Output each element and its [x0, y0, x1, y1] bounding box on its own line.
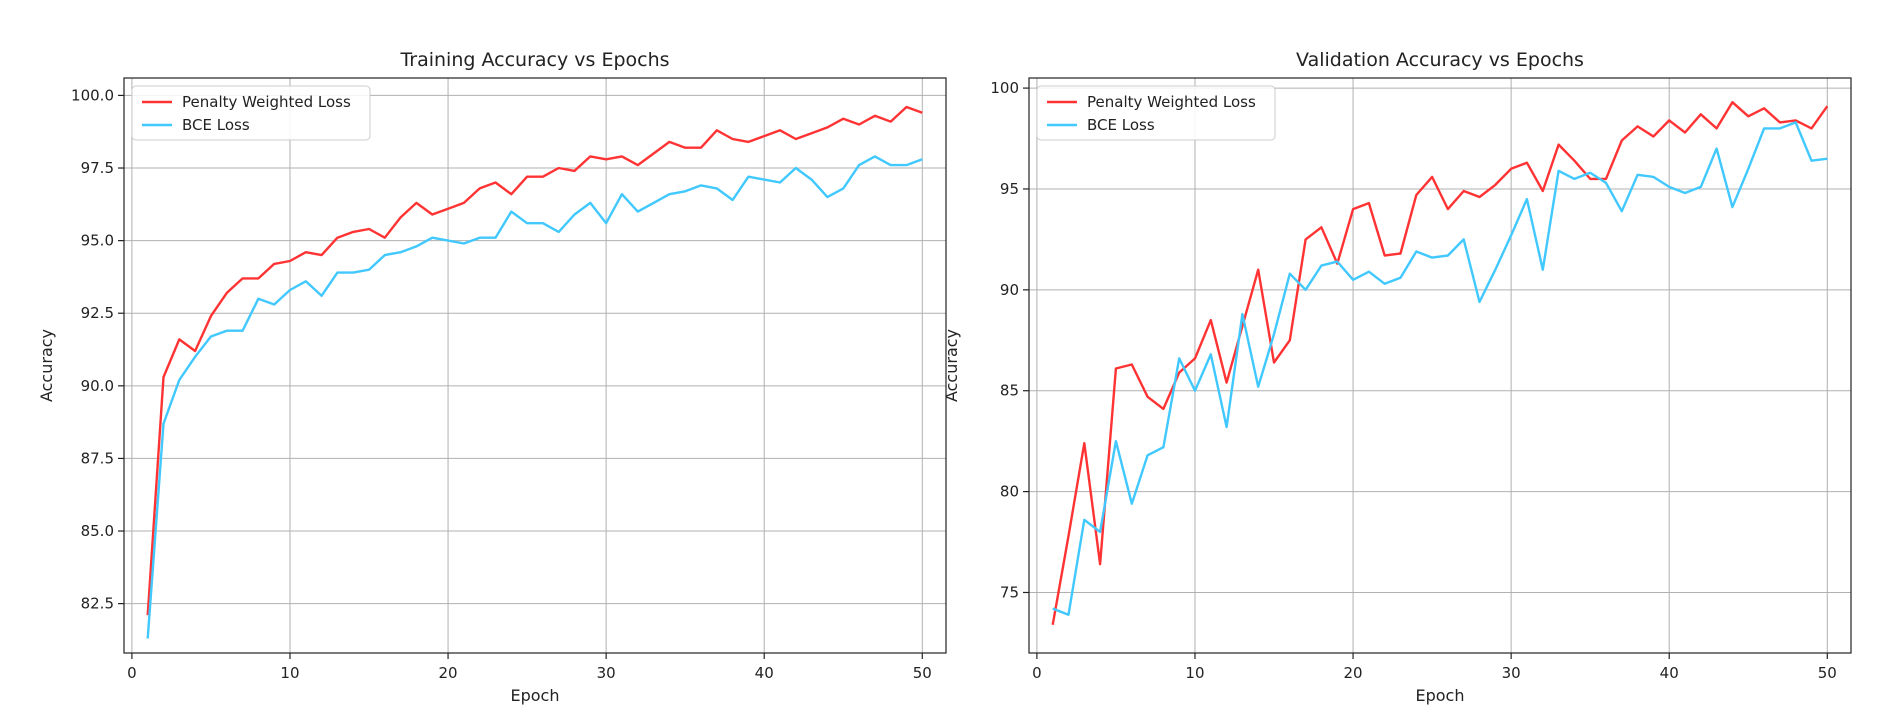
y-tick-label: 75: [1000, 583, 1019, 601]
y-axis-label: Accuracy: [37, 329, 56, 402]
y-tick-label: 100: [990, 79, 1019, 97]
y-axis-label: Accuracy: [942, 329, 961, 402]
legend-box: [131, 85, 371, 141]
chart-title: Training Accuracy vs Epochs: [399, 49, 669, 71]
x-tick-label: 20: [439, 664, 458, 682]
x-tick-label: 0: [127, 664, 137, 682]
legend: Penalty Weighted Loss BCE Loss: [131, 85, 371, 141]
x-tick-label: 0: [1032, 664, 1042, 682]
series-line-bce-loss: [1052, 121, 1828, 616]
y-tick-label: 95: [1000, 180, 1019, 198]
legend-box: [1036, 85, 1276, 141]
x-tick-label: 10: [280, 664, 299, 682]
plot-frame: [123, 77, 947, 654]
validation-accuracy-chart: 0 10 20 30 40 50 75 80 85 90 95 100 Validation Accur…: [942, 49, 1852, 705]
plot-frame: [1028, 77, 1852, 654]
y-tick-label: 95.0: [81, 232, 114, 250]
legend-label: Penalty Weighted Loss: [1087, 93, 1256, 111]
legend-label: Penalty Weighted Loss: [182, 93, 351, 111]
y-tick-label: 90: [1000, 281, 1019, 299]
x-tick-label: 40: [1660, 664, 1679, 682]
legend: Penalty Weighted Loss BCE Loss: [1036, 85, 1276, 141]
y-tick-label: 82.5: [81, 595, 114, 613]
x-tick-label: 40: [755, 664, 774, 682]
chart-title: Validation Accuracy vs Epochs: [1296, 49, 1584, 71]
legend-label: BCE Loss: [1087, 116, 1155, 134]
x-tick-label: 10: [1185, 664, 1204, 682]
legend-label: BCE Loss: [182, 116, 250, 134]
y-tick-label: 90.0: [81, 377, 114, 395]
x-tick-label: 20: [1344, 664, 1363, 682]
y-tick-label: 87.5: [81, 449, 114, 467]
series-line-bce-loss: [146, 155, 923, 639]
training-accuracy-chart: 0 10 20 30 40 50 82.5 85.0 87.5 90.0 92.5 95.0 97.5 1…: [37, 49, 947, 705]
y-tick-label: 100.0: [71, 86, 114, 104]
y-tick-label: 85.0: [81, 522, 114, 540]
x-axis-label: Epoch: [511, 686, 560, 705]
x-axis-label: Epoch: [1416, 686, 1465, 705]
y-tick-label: 80: [1000, 483, 1019, 501]
x-tick-label: 30: [1502, 664, 1521, 682]
series-line-penalty-weighted-loss: [146, 105, 923, 616]
x-tick-label: 30: [597, 664, 616, 682]
y-tick-label: 97.5: [81, 159, 114, 177]
series-line-penalty-weighted-loss: [1051, 100, 1829, 626]
y-tick-label: 85: [1000, 382, 1019, 400]
x-tick-label: 50: [913, 664, 932, 682]
x-tick-label: 50: [1818, 664, 1837, 682]
y-tick-label: 92.5: [81, 304, 114, 322]
